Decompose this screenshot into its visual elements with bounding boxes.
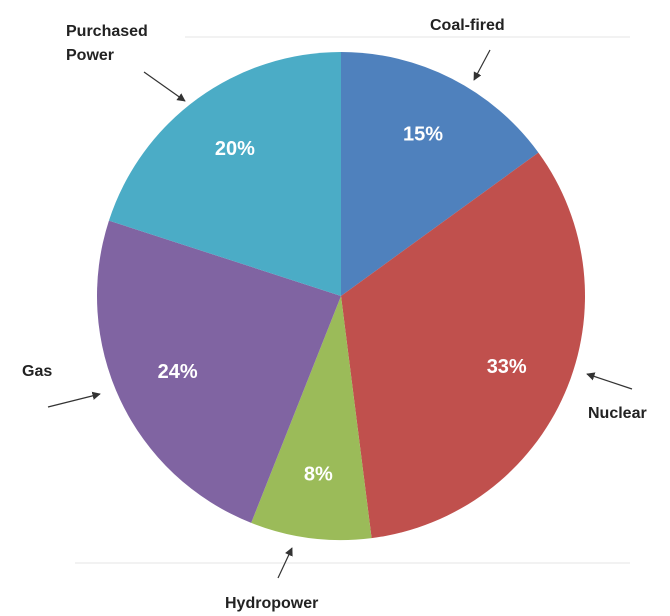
slice: [96, 220, 341, 523]
arrow: [277, 547, 293, 579]
slice: [341, 152, 585, 539]
category-label: Purchased Power: [66, 23, 148, 64]
arrow: [473, 49, 491, 81]
category-label: Coal-fired: [430, 17, 505, 34]
arrow: [47, 391, 101, 408]
value-label: 24%: [158, 361, 198, 383]
value-label: 33%: [487, 356, 527, 378]
arrow: [143, 71, 186, 102]
value-label: 20%: [215, 138, 255, 160]
category-label: Nuclear: [588, 405, 647, 422]
value-label: 8%: [304, 463, 333, 485]
leader-lines: [47, 49, 633, 579]
value-label: 15%: [403, 123, 443, 145]
slice: [341, 52, 539, 296]
slice: [251, 296, 372, 540]
slices: [96, 52, 585, 540]
category-label: Hydropower: [225, 595, 319, 612]
arrow: [586, 372, 633, 390]
category-label: Gas: [22, 363, 53, 380]
slice: [108, 52, 342, 296]
